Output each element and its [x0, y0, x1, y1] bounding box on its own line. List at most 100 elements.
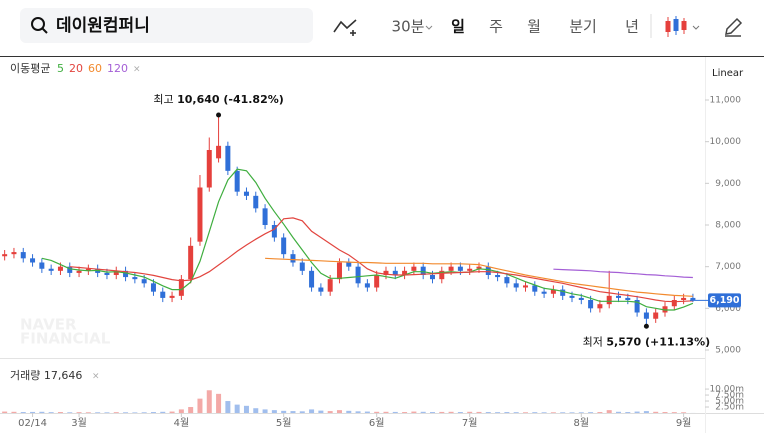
volume-bar	[513, 412, 519, 413]
candle-body	[690, 297, 696, 301]
legend-entry: 20	[69, 62, 83, 75]
volume-bar	[364, 411, 370, 413]
volume-bar	[532, 412, 538, 413]
volume-title: 거래량 17,646	[10, 369, 82, 382]
volume-bar	[76, 412, 82, 413]
volume-bar	[262, 409, 268, 413]
volume-bar	[569, 412, 575, 413]
candle-body	[262, 208, 268, 225]
candle-body	[309, 270, 315, 288]
volume-bar	[216, 393, 222, 413]
watermark: FINANCIAL	[20, 330, 111, 348]
volume-bar	[206, 390, 212, 413]
candle-body	[476, 266, 482, 269]
candle-body	[355, 266, 361, 284]
candle-body	[336, 262, 342, 280]
y-tick-label: 9,000	[715, 179, 741, 189]
candle-body	[513, 283, 519, 288]
candle-body	[364, 283, 370, 288]
candle-body	[243, 191, 249, 196]
volume-bar	[141, 412, 147, 413]
extreme-dot	[216, 112, 222, 118]
candle-body	[606, 295, 612, 305]
candle-body	[169, 295, 175, 298]
volume-bar	[578, 412, 584, 413]
note-label: 최고	[153, 93, 173, 106]
y-tick-label: 8,000	[715, 221, 741, 231]
x-tick-label: 9월	[676, 417, 692, 429]
candle-body	[643, 312, 649, 319]
candle-body	[299, 262, 305, 271]
candle-body	[281, 237, 287, 255]
volume-bar	[57, 412, 63, 413]
volume-bar	[448, 411, 454, 413]
interval-tab[interactable]: 주	[489, 18, 503, 36]
candle-body	[76, 270, 82, 273]
candle-body	[634, 300, 640, 313]
candle-body	[420, 266, 426, 275]
volume-bar	[439, 411, 445, 413]
candle-body	[48, 268, 54, 271]
volume-bar	[123, 412, 129, 413]
x-tick-label: 7월	[462, 417, 478, 429]
interval-tab[interactable]: 30분	[392, 18, 425, 36]
volume-bar	[299, 411, 305, 413]
candle-body	[271, 225, 277, 238]
volume-bar	[178, 409, 184, 413]
moving-average	[69, 217, 693, 303]
extreme-dot	[643, 323, 649, 329]
interval-tab[interactable]: 일	[451, 18, 465, 36]
candle-body	[662, 306, 668, 313]
volume-bar	[271, 410, 277, 413]
volume-title: 거래량	[10, 369, 40, 382]
candle-body	[495, 275, 501, 278]
candle-body	[123, 270, 129, 278]
volume-bar	[671, 412, 677, 413]
volume-bar	[634, 411, 640, 413]
volume-bar	[281, 410, 287, 413]
volume-tick-label: 5.00m	[715, 397, 744, 407]
volume-bar	[681, 412, 687, 413]
pencil-icon[interactable]	[725, 17, 743, 37]
volume-bar	[643, 411, 649, 413]
candle-body	[448, 266, 454, 271]
x-tick-label: 6월	[369, 417, 385, 429]
volume-bar	[234, 404, 240, 413]
volume-bar	[336, 410, 342, 413]
y-tick-label: 10,000	[710, 137, 742, 147]
interval-tab[interactable]: 년	[625, 18, 639, 36]
moving-average	[553, 268, 693, 279]
volume-bar	[550, 412, 556, 413]
candle-body	[467, 268, 473, 271]
volume-tick-label: 10.00m	[709, 385, 744, 395]
interval-tab[interactable]: 월	[527, 18, 541, 36]
interval-tab[interactable]: 분기	[569, 18, 597, 36]
volume-close: ×	[92, 372, 100, 382]
volume-bar	[597, 412, 603, 413]
volume-bar	[392, 411, 398, 413]
volume-bar	[11, 411, 17, 413]
x-tick-label: 3월	[71, 417, 87, 429]
volume-bar	[113, 412, 119, 413]
x-tick-label: 5월	[276, 417, 292, 429]
volume-bar	[625, 412, 631, 413]
candle-body	[541, 291, 547, 294]
volume-bar	[327, 411, 333, 413]
extreme-note: 최고 10,640 (-41.82%)	[153, 93, 283, 106]
candle-body	[2, 254, 8, 257]
candle-body	[327, 279, 333, 292]
candle-body	[188, 245, 194, 280]
search-text[interactable]: 데이원컴퍼니	[56, 15, 150, 36]
candle-body	[653, 312, 659, 319]
search-icon	[31, 17, 48, 34]
volume-bar	[383, 411, 389, 413]
last-price-tag	[708, 293, 741, 308]
draw-tool-icon[interactable]	[333, 19, 357, 36]
moving-average	[41, 168, 694, 311]
search-box[interactable]	[20, 8, 313, 43]
chart-type-icon[interactable]	[665, 16, 700, 37]
candle-body	[197, 187, 203, 242]
volume-bar	[355, 411, 361, 413]
legend-entry: 120	[107, 62, 128, 75]
